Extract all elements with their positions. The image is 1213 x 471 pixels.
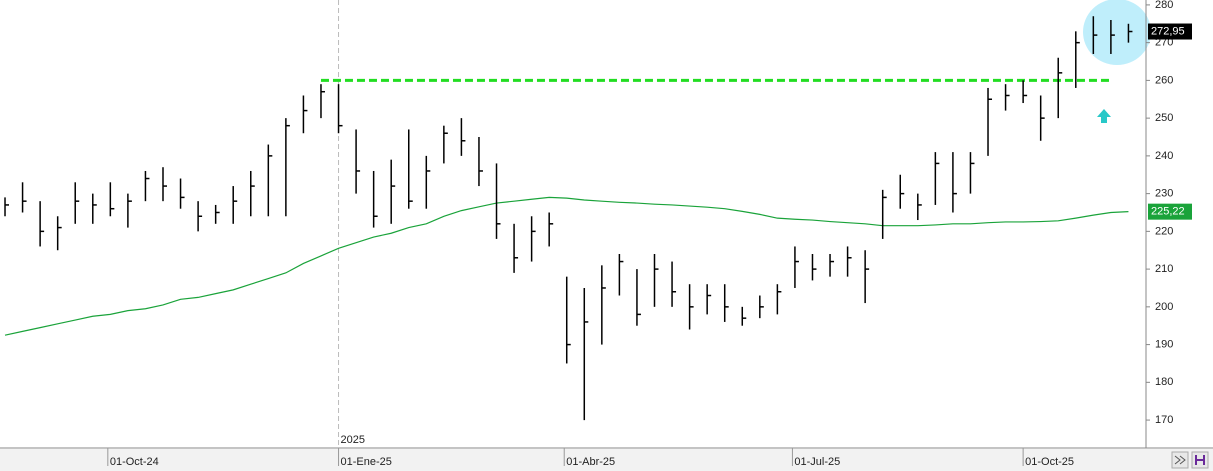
last-price-box	[1148, 23, 1192, 40]
ma-price-box	[1148, 203, 1192, 220]
y-tick-label: 280	[1155, 0, 1173, 11]
x-tick-label: 01-Ene-25	[341, 456, 392, 468]
y-tick-label: 210	[1155, 263, 1173, 275]
moving-average	[4, 196, 1129, 336]
y-tick-label: 230	[1155, 188, 1173, 200]
up-arrow	[1097, 109, 1111, 123]
x-axis-strip	[0, 449, 1213, 471]
y-tick-label: 250	[1155, 112, 1173, 124]
y-tick-label: 260	[1155, 74, 1173, 86]
y-tick-label: 180	[1155, 376, 1173, 388]
y-tick-label: 200	[1155, 301, 1173, 313]
y-tick-label: 270	[1155, 37, 1173, 49]
x-tick-label: 01-Oct-24	[110, 456, 159, 468]
highlight-ellipse	[1083, 0, 1151, 65]
last-price-label: 272,95	[1151, 25, 1185, 37]
ma-price-label: 225,22	[1151, 206, 1185, 218]
x-tick-label: 01-Jul-25	[794, 456, 840, 468]
scroll-button[interactable]	[1171, 451, 1189, 469]
x-tick-label: 01-Oct-25	[1025, 456, 1074, 468]
y-tick-label: 190	[1155, 338, 1173, 350]
year-label: 2025	[341, 434, 365, 446]
x-tick-label: 01-Abr-25	[566, 456, 615, 468]
y-tick-label: 170	[1155, 414, 1173, 426]
save-button[interactable]	[1191, 451, 1209, 469]
y-tick-label: 240	[1155, 150, 1173, 162]
y-tick-label: 220	[1155, 225, 1173, 237]
